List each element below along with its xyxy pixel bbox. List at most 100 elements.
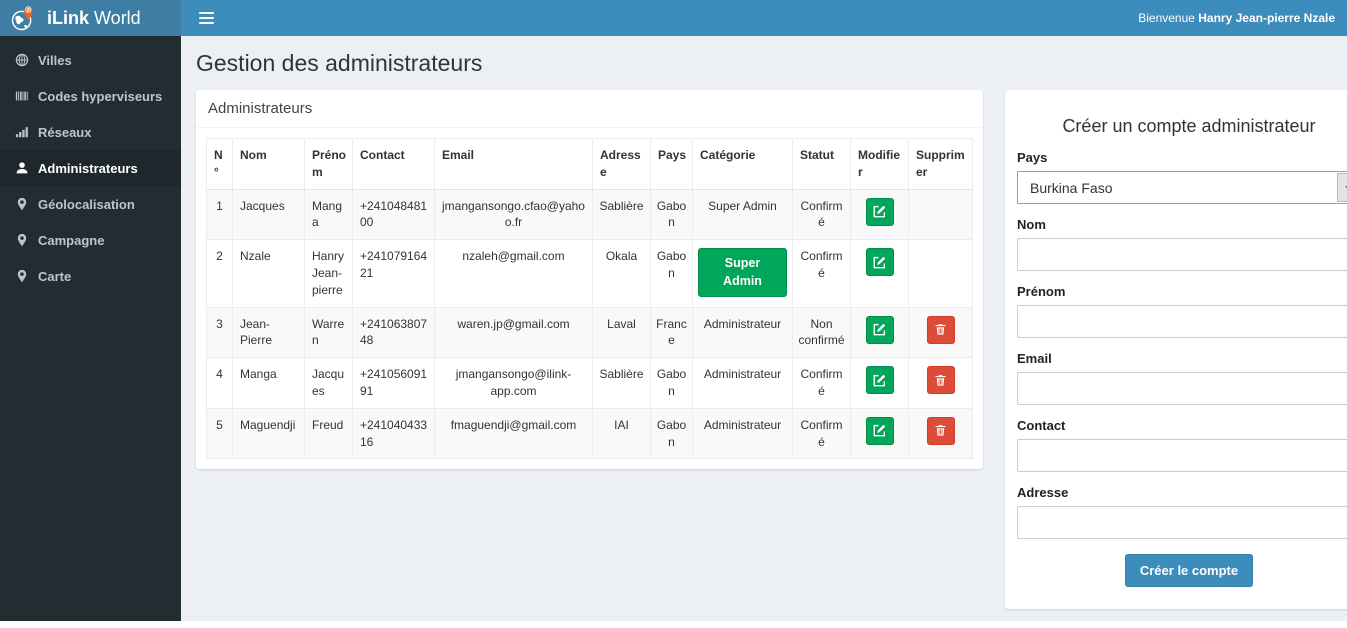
cell-adresse: Okala xyxy=(592,239,651,308)
adresse-field[interactable] xyxy=(1017,506,1347,539)
prenom-label: Prénom xyxy=(1017,284,1066,299)
sidebar-item-codes-hyperviseurs[interactable]: Codes hyperviseurs xyxy=(0,78,181,114)
nom-label: Nom xyxy=(1017,217,1046,232)
table-row: 5 Maguendji Freud +24104043316 fmaguendj… xyxy=(206,407,973,460)
sidebar-item-carte[interactable]: Carte xyxy=(0,258,181,294)
chevron-down-icon xyxy=(1337,173,1347,202)
page-title: Gestion des administrateurs xyxy=(196,50,483,76)
col-header-modifier: Modifier xyxy=(850,138,909,190)
create-admin-form-panel: Créer un compte administrateur Pays Burk… xyxy=(1005,90,1347,609)
table-row: 3 Jean-Pierre Warren +24106380748 waren.… xyxy=(206,306,973,359)
col-header-prenom: Prénom xyxy=(304,138,353,190)
cell-statut: Confirmé xyxy=(792,239,851,308)
cell-pays: Gabon xyxy=(650,188,693,241)
super-admin-badge-button[interactable]: Super Admin xyxy=(698,248,787,298)
signal-bars-icon xyxy=(15,127,28,138)
delete-button[interactable] xyxy=(926,315,955,344)
edit-button[interactable] xyxy=(865,416,894,445)
edit-pencil-icon xyxy=(873,256,885,269)
cell-prenom: Manga xyxy=(304,188,353,241)
sidebar-item-label: Géolocalisation xyxy=(38,196,135,212)
cell-categorie: Administrateur xyxy=(692,407,793,460)
cell-num: 3 xyxy=(206,306,233,359)
map-marker-icon xyxy=(17,269,27,283)
cell-prenom: Hanry Jean-pierre xyxy=(304,239,353,308)
col-header-pays: Pays xyxy=(650,138,693,190)
cell-contact: +24104848100 xyxy=(352,188,435,241)
trash-icon xyxy=(935,425,946,437)
sidebar-item-label: Réseaux xyxy=(38,124,92,140)
cell-adresse: IAI xyxy=(592,407,651,460)
col-header-statut: Statut xyxy=(792,138,851,190)
welcome-message: Bienvenue Hanry Jean-pierre Nzale xyxy=(1138,11,1335,25)
cell-adresse: Sablière xyxy=(592,357,651,409)
cell-email: fmaguendji@gmail.com xyxy=(434,407,593,460)
cell-prenom: Warren xyxy=(304,306,353,359)
cell-num: 2 xyxy=(206,239,233,308)
delete-button[interactable] xyxy=(926,416,955,445)
globe-icon xyxy=(15,53,29,67)
table-row: 2 Nzale Hanry Jean-pierre +24107916421 n… xyxy=(206,239,973,308)
edit-pencil-icon xyxy=(873,324,885,336)
barcode-icon xyxy=(15,91,28,101)
brand-logo[interactable]: iLink World xyxy=(0,0,181,36)
cell-contact: +24104043316 xyxy=(352,407,435,460)
cell-nom: Manga xyxy=(232,357,305,409)
cell-prenom: Jacques xyxy=(304,357,353,409)
pays-select[interactable]: Burkina Faso xyxy=(1017,171,1347,204)
sidebar-item-label: Villes xyxy=(38,52,72,68)
cell-contact: +24106380748 xyxy=(352,306,435,359)
cell-adresse: Laval xyxy=(592,306,651,359)
cell-pays: Gabon xyxy=(650,239,693,308)
sidebar-item-label: Campagne xyxy=(38,232,105,248)
cell-nom: Jean-Pierre xyxy=(232,306,305,359)
sidebar-item-administrateurs[interactable]: Administrateurs xyxy=(0,150,181,186)
sidebar-item-label: Codes hyperviseurs xyxy=(38,88,163,104)
delete-button[interactable] xyxy=(926,366,955,395)
sidebar-item-geolocalisation[interactable]: Géolocalisation xyxy=(0,186,181,222)
edit-button[interactable] xyxy=(865,315,894,344)
brand-name: iLink World xyxy=(47,7,141,28)
user-icon xyxy=(16,162,28,174)
col-header-email: Email xyxy=(434,138,593,190)
prenom-field[interactable] xyxy=(1017,305,1347,338)
cell-statut: Confirmé xyxy=(792,188,851,241)
cell-num: 1 xyxy=(206,188,233,241)
cell-statut: Confirmé xyxy=(792,407,851,460)
sidebar-toggle-hamburger-icon[interactable] xyxy=(193,5,223,31)
pays-label: Pays xyxy=(1017,150,1048,165)
globe-pin-logo-icon xyxy=(11,5,33,30)
cell-supprimer-empty xyxy=(908,239,973,308)
email-field[interactable] xyxy=(1017,372,1347,405)
create-account-button[interactable]: Créer le compte xyxy=(1124,554,1254,587)
edit-pencil-icon xyxy=(873,374,885,387)
edit-button[interactable] xyxy=(865,248,894,277)
cell-email: waren.jp@gmail.com xyxy=(434,306,593,359)
cell-email: jmangansongo@ilink-app.com xyxy=(434,357,593,409)
sidebar-item-campagne[interactable]: Campagne xyxy=(0,222,181,258)
sidebar-item-reseaux[interactable]: Réseaux xyxy=(0,114,181,150)
table-header-row: N° Nom Prénom Contact Email Adresse Pays… xyxy=(206,138,973,190)
cell-statut: Confirmé xyxy=(792,357,851,409)
edit-pencil-icon xyxy=(873,206,885,218)
cell-categorie: Administrateur xyxy=(692,357,793,409)
administrators-panel-title: Administrateurs xyxy=(196,90,983,128)
edit-button[interactable] xyxy=(865,366,894,395)
cell-supprimer-empty xyxy=(908,188,973,241)
col-header-supprimer: Supprimer xyxy=(908,138,973,190)
col-header-nom: Nom xyxy=(232,138,305,190)
sidebar-item-villes[interactable]: Villes xyxy=(0,42,181,78)
col-header-categorie: Catégorie xyxy=(692,138,793,190)
nom-field[interactable] xyxy=(1017,238,1347,271)
edit-button[interactable] xyxy=(865,197,894,226)
table-row: 1 Jacques Manga +24104848100 jmangansong… xyxy=(206,188,973,241)
trash-icon xyxy=(935,374,946,387)
administrators-table: N° Nom Prénom Contact Email Adresse Pays… xyxy=(206,138,973,460)
cell-nom: Maguendji xyxy=(232,407,305,460)
contact-field[interactable] xyxy=(1017,439,1347,472)
cell-email: nzaleh@gmail.com xyxy=(434,239,593,308)
cell-contact: +24107916421 xyxy=(352,239,435,308)
cell-nom: Nzale xyxy=(232,239,305,308)
cell-num: 4 xyxy=(206,357,233,409)
